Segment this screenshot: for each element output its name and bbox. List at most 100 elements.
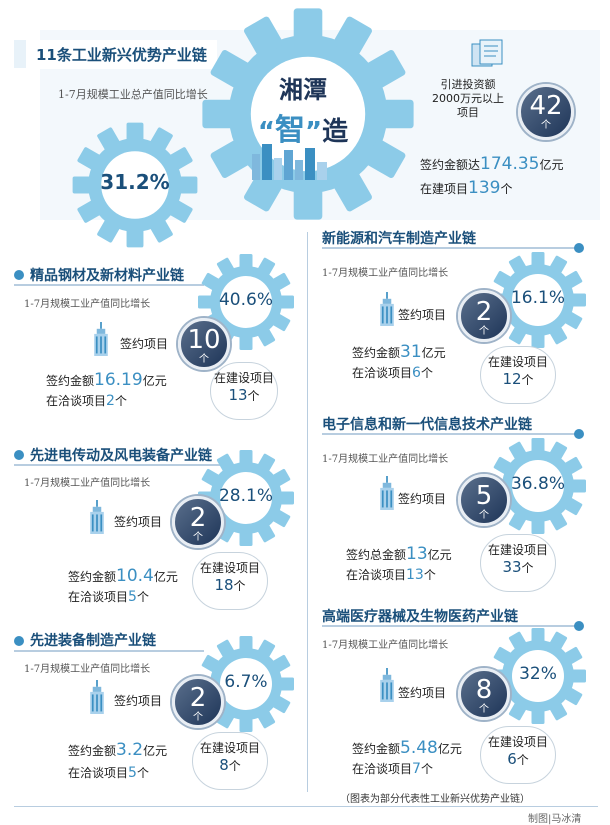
negotiating-unit: 个 <box>420 762 433 776</box>
sign-amount-value: 16.19 <box>94 370 143 390</box>
building-icon <box>88 500 106 534</box>
building-value: 33 <box>502 558 522 576</box>
negotiating-unit: 个 <box>423 568 436 582</box>
building-value: 6 <box>507 750 517 768</box>
building-unit: 个 <box>233 579 246 593</box>
chain-title: 先进电传动及风电装备产业链 <box>30 445 212 465</box>
sign-amount-value: 5.48 <box>400 738 438 758</box>
building-unit: 个 <box>228 759 241 773</box>
negotiating-prefix: 在洽谈项目 <box>346 568 407 582</box>
bullet-dot <box>14 636 24 646</box>
build-unit: 个 <box>500 182 513 196</box>
bullet-dot <box>14 450 24 460</box>
negotiating-line: 在洽谈项目13个 <box>346 566 436 583</box>
negotiating-line: 在洽谈项目7个 <box>352 760 433 777</box>
sign-amount-value: 13 <box>406 544 428 564</box>
invest-badge: 42 个 <box>518 84 574 140</box>
growth-label: 1-7月规模工业产值同比增长 <box>322 454 449 465</box>
building-icon <box>92 322 110 356</box>
sign-project-label: 签约项目 <box>398 686 447 700</box>
footer-line <box>14 806 598 807</box>
project-num: 8 <box>475 675 493 705</box>
skyline-icon <box>252 144 327 180</box>
sign-project-label: 签约项目 <box>120 337 169 351</box>
sign-amount-prefix: 签约金额 <box>352 742 401 756</box>
negotiating-prefix: 在洽谈项目 <box>68 766 129 780</box>
project-num: 2 <box>189 683 207 713</box>
negotiating-value: 2 <box>106 393 115 409</box>
negotiating-prefix: 在洽谈项目 <box>352 762 413 776</box>
sign-amount-line: 签约金额31亿元 <box>352 342 446 362</box>
sign-amount-prefix: 签约金额 <box>68 570 117 584</box>
invest-label: 引进投资额2000万元以上项目 <box>432 78 504 119</box>
sign-amount-unit: 亿元 <box>153 570 178 584</box>
growth-label: 1-7月规模工业产值同比增长 <box>24 478 151 489</box>
negotiating-value: 7 <box>412 761 421 777</box>
negotiating-value: 13 <box>406 567 424 583</box>
negotiating-value: 6 <box>412 365 421 381</box>
vertical-divider <box>307 232 308 792</box>
sign-amount-value: 31 <box>400 342 422 362</box>
building-value: 12 <box>502 370 522 388</box>
sign-amount-prefix: 签约金额 <box>352 346 401 360</box>
sign-amount-unit: 亿元 <box>421 346 446 360</box>
sign-amount-line: 签约总金额13亿元 <box>346 544 452 564</box>
center-quote-open: “ <box>257 117 275 147</box>
project-num: 10 <box>187 325 221 355</box>
growth-value: 36.8% <box>510 474 565 494</box>
sign-value: 174.35 <box>480 154 540 174</box>
growth-value: 16.1% <box>510 288 565 308</box>
document-icon <box>471 39 503 67</box>
building-value: 8 <box>219 756 229 774</box>
building-circle: 在建设项目 33个 <box>480 534 556 592</box>
title-underline <box>322 433 580 435</box>
invest-unit: 个 <box>541 120 551 131</box>
sign-amount-line: 签约金额16.19亿元 <box>46 370 167 390</box>
building-unit: 个 <box>516 753 529 767</box>
building-icon <box>378 476 396 510</box>
sign-amount-prefix: 签约金额 <box>68 744 117 758</box>
building-circle: 在建设项目 13个 <box>210 362 278 420</box>
bullet-dot <box>14 270 24 280</box>
growth-label: 1-7月规模工业产值同比增长 <box>24 299 151 310</box>
sign-total-line: 签约金额达174.35亿元 <box>420 154 564 174</box>
project-unit: 个 <box>193 712 203 723</box>
chain-title: 先进装备制造产业链 <box>30 630 156 650</box>
title-underline <box>14 650 204 652</box>
building-circle: 在建设项目 8个 <box>192 732 268 790</box>
sign-amount-unit: 亿元 <box>437 742 462 756</box>
project-unit: 个 <box>479 510 489 521</box>
building-icon <box>88 680 106 714</box>
building-label: 在建设项目 <box>213 371 274 385</box>
project-badge: 10 个 <box>178 318 230 370</box>
header-growth-label: 1-7月规模工业总产值同比增长 <box>58 88 208 101</box>
negotiating-prefix: 在洽谈项目 <box>352 366 413 380</box>
project-unit: 个 <box>193 532 203 543</box>
project-unit: 个 <box>199 354 209 365</box>
project-unit: 个 <box>479 704 489 715</box>
project-num: 2 <box>189 503 207 533</box>
negotiating-line: 在洽谈项目5个 <box>68 588 149 605</box>
sign-amount-prefix: 签约金额 <box>46 374 95 388</box>
building-label: 在建设项目 <box>487 735 548 749</box>
negotiating-unit: 个 <box>114 394 127 408</box>
sign-prefix: 签约金额达 <box>420 158 481 172</box>
chain-title: 电子信息和新一代信息技术产业链 <box>322 414 532 434</box>
invest-num: 42 <box>529 91 563 121</box>
title-underline <box>14 284 204 286</box>
build-prefix: 在建项目 <box>420 182 469 196</box>
negotiating-unit: 个 <box>136 766 149 780</box>
build-total-line: 在建项目139个 <box>420 178 512 198</box>
building-icon <box>378 292 396 326</box>
building-value: 18 <box>214 576 234 594</box>
building-unit: 个 <box>521 561 534 575</box>
growth-label: 1-7月规模工业产值同比增长 <box>322 640 449 651</box>
negotiating-line: 在洽谈项目5个 <box>68 764 149 781</box>
footer-credit: 制图|马冰清 <box>528 814 582 825</box>
sign-amount-line: 签约金额10.4亿元 <box>68 566 178 586</box>
